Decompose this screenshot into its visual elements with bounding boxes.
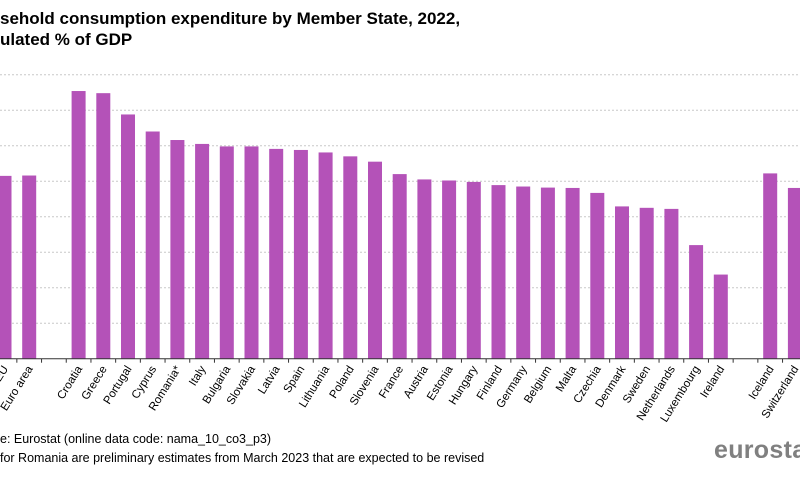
bar (195, 143, 210, 359)
bar (293, 149, 308, 359)
bar (121, 114, 135, 359)
bar (170, 140, 185, 359)
bar (466, 181, 481, 359)
bar (417, 179, 432, 359)
bar (565, 187, 580, 359)
bar (368, 161, 382, 359)
x-tick-label: Spain (282, 364, 308, 395)
eurostat-logo: eurostat (714, 436, 800, 464)
x-tick-label: EU (0, 364, 11, 384)
bar (540, 187, 555, 359)
bar (392, 174, 407, 359)
romania-footnote: for Romania are preliminary estimates fr… (0, 451, 485, 465)
bar (22, 175, 37, 359)
bar (343, 156, 358, 359)
bar (689, 245, 704, 359)
bar (491, 185, 506, 359)
bar (639, 207, 654, 359)
x-tick-label: Italy (187, 364, 208, 388)
bar (0, 175, 12, 359)
x-tick-label: Latvia (256, 363, 283, 396)
bar (71, 91, 86, 359)
bar (516, 186, 531, 359)
bar (318, 152, 333, 359)
bar (219, 146, 234, 359)
x-tick-label: Ireland (699, 364, 728, 400)
bar (244, 146, 259, 359)
bar (713, 274, 728, 359)
bar (96, 93, 111, 359)
bar (763, 173, 778, 359)
bar (615, 206, 629, 359)
bar (442, 180, 457, 359)
chart-title-line-2: ulated % of GDP (0, 30, 133, 49)
chart-title-line-1: sehold consumption expenditure by Member… (0, 9, 461, 28)
source-note: e: Eurostat (online data code: nama_10_c… (0, 432, 272, 446)
bar (269, 148, 284, 359)
bar (664, 208, 679, 359)
bar (590, 192, 605, 359)
bar (787, 187, 800, 359)
x-tick-label: Malta (554, 363, 579, 394)
bar (145, 131, 160, 359)
